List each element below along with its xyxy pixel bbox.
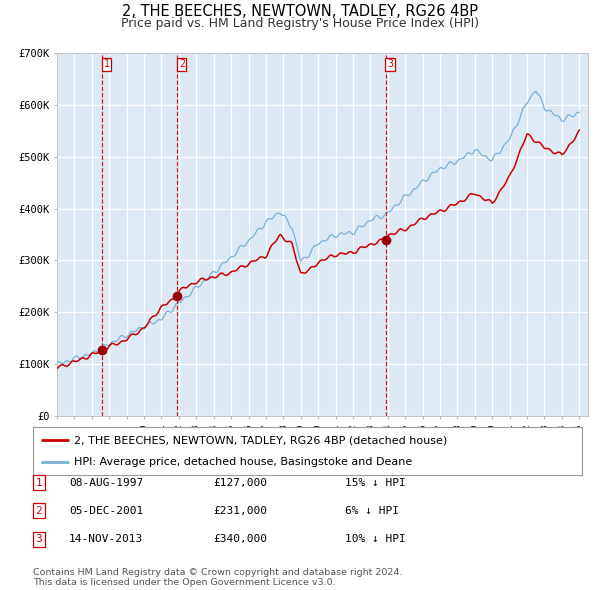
Text: 1: 1	[35, 478, 43, 487]
Text: 2: 2	[35, 506, 43, 516]
Text: 05-DEC-2001: 05-DEC-2001	[69, 506, 143, 516]
Text: 1: 1	[104, 60, 110, 69]
Text: 2, THE BEECHES, NEWTOWN, TADLEY, RG26 4BP (detached house): 2, THE BEECHES, NEWTOWN, TADLEY, RG26 4B…	[74, 435, 448, 445]
Text: 2, THE BEECHES, NEWTOWN, TADLEY, RG26 4BP: 2, THE BEECHES, NEWTOWN, TADLEY, RG26 4B…	[122, 4, 478, 19]
Text: HPI: Average price, detached house, Basingstoke and Deane: HPI: Average price, detached house, Basi…	[74, 457, 412, 467]
Text: 14-NOV-2013: 14-NOV-2013	[69, 535, 143, 544]
Text: £340,000: £340,000	[213, 535, 267, 544]
Text: £231,000: £231,000	[213, 506, 267, 516]
Text: 08-AUG-1997: 08-AUG-1997	[69, 478, 143, 487]
Text: 6% ↓ HPI: 6% ↓ HPI	[345, 506, 399, 516]
Text: Contains HM Land Registry data © Crown copyright and database right 2024.
This d: Contains HM Land Registry data © Crown c…	[33, 568, 403, 587]
Text: 15% ↓ HPI: 15% ↓ HPI	[345, 478, 406, 487]
Text: £127,000: £127,000	[213, 478, 267, 487]
Text: 3: 3	[35, 535, 43, 544]
Text: Price paid vs. HM Land Registry's House Price Index (HPI): Price paid vs. HM Land Registry's House …	[121, 17, 479, 30]
Text: 10% ↓ HPI: 10% ↓ HPI	[345, 535, 406, 544]
Text: 2: 2	[179, 60, 185, 69]
Text: 3: 3	[387, 60, 393, 69]
